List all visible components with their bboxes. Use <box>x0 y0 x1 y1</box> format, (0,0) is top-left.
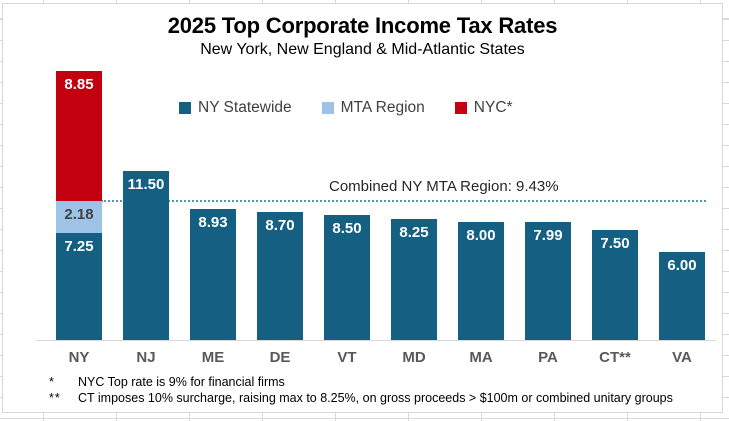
bar-segment-ny-nyc: 8.85 <box>56 71 102 202</box>
bar-plot-area: 7.25 2.18 8.85 11.50 8.93 8.70 8.50 8.25 8.00 7.9… <box>56 71 705 340</box>
bar-value-label: 7.99 <box>533 227 563 245</box>
reference-line-label: Combined NY MTA Region: 9.43% <box>329 178 559 195</box>
bar-ny: 7.25 2.18 8.85 <box>56 71 102 340</box>
x-axis-labels: NY NJ ME DE VT MD MA PA CT** VA <box>56 349 705 366</box>
footnote-text: CT imposes 10% surcharge, raising max to… <box>78 391 673 405</box>
bar-value-label: 8.25 <box>399 223 429 241</box>
x-axis-label-vt: VT <box>337 349 357 366</box>
bar-value-label: 8.93 <box>198 213 228 231</box>
x-axis-label-va: VA <box>672 349 692 366</box>
chart-frame: 2025 Top Corporate Income Tax Rates New … <box>2 3 723 413</box>
x-axis-label-nj: NJ <box>136 349 156 366</box>
footnote-row: * NYC Top rate is 9% for financial firms <box>49 374 673 390</box>
bar-ct: 7.50 <box>592 229 638 340</box>
bar-segment-md-ny-statewide: 8.25 <box>391 218 437 340</box>
bar-value-label: 8.70 <box>265 217 295 234</box>
x-axis-line <box>36 340 716 341</box>
legend-item-nyc: NYC* <box>454 99 513 117</box>
bar-segment-nj-ny-statewide: 11.50 <box>123 170 169 340</box>
chart-title: 2025 Top Corporate Income Tax Rates <box>167 13 558 38</box>
bar-value-label: 2.18 <box>64 206 94 224</box>
bar-nj: 11.50 <box>123 170 169 340</box>
bar-value-label: 11.50 <box>127 175 165 193</box>
bar-value-label: 8.85 <box>64 76 94 94</box>
bar-pa: 7.99 <box>525 222 571 340</box>
x-axis-label-me: ME <box>201 349 225 366</box>
legend-label: MTA Region <box>340 99 425 116</box>
x-axis-label-md: MD <box>402 349 426 366</box>
bar-vt: 8.50 <box>324 214 370 340</box>
bar-value-label: 6.00 <box>667 256 697 274</box>
bar-md: 8.25 <box>391 218 437 340</box>
bar-segment-va-ny-statewide: 6.00 <box>659 251 705 340</box>
bar-ma: 8.00 <box>458 222 504 340</box>
bar-segment-ny-ny-statewide: 7.25 <box>56 233 102 340</box>
x-axis-label-ct: CT** <box>599 349 631 366</box>
legend-swatch-icon <box>454 102 467 114</box>
bar-segment-ma-ny-statewide: 8.00 <box>458 222 504 340</box>
bar-segment-me-ny-statewide: 8.93 <box>190 208 236 340</box>
bar-segment-ny-mta-region: 2.18 <box>56 201 102 234</box>
bar-segment-de-ny-statewide: 8.70 <box>257 212 303 340</box>
footnote-text: NYC Top rate is 9% for financial firms <box>78 375 285 389</box>
footnotes: * NYC Top rate is 9% for financial firms *… <box>49 374 673 406</box>
bar-de: 8.70 <box>257 212 303 340</box>
bar-me: 8.93 <box>190 208 236 340</box>
legend-swatch-icon <box>179 102 191 114</box>
chart-legend: NY Statewide MTA Region NYC* <box>179 99 513 117</box>
legend-item-mta-region: MTA Region <box>321 99 425 117</box>
x-axis-label-ma: MA <box>469 349 493 366</box>
bar-segment-pa-ny-statewide: 7.99 <box>525 222 571 340</box>
bar-value-label: 8.00 <box>466 227 496 245</box>
footnote-marker: * <box>49 375 55 389</box>
bar-va: 6.00 <box>659 251 705 340</box>
footnote-marker: ** <box>49 391 61 405</box>
legend-label: NYC* <box>473 99 513 116</box>
x-axis-label-ny: NY <box>68 349 90 366</box>
bar-segment-vt-ny-statewide: 8.50 <box>324 214 370 340</box>
legend-swatch-icon <box>321 102 334 114</box>
footnote-row: ** CT imposes 10% surcharge, raising max … <box>49 390 673 406</box>
legend-item-ny-statewide: NY Statewide <box>179 99 292 117</box>
bar-segment-ct-ny-statewide: 7.50 <box>592 229 638 340</box>
x-axis-label-de: DE <box>269 349 291 366</box>
chart-subtitle: New York, New England & Mid-Atlantic Sta… <box>200 41 525 58</box>
reference-dotted-line <box>101 200 706 202</box>
x-axis-label-pa: PA <box>538 349 558 366</box>
bar-value-label: 7.50 <box>600 234 630 252</box>
bar-value-label: 8.50 <box>332 219 362 237</box>
legend-label: NY Statewide <box>198 99 292 116</box>
bar-value-label: 7.25 <box>64 238 94 256</box>
